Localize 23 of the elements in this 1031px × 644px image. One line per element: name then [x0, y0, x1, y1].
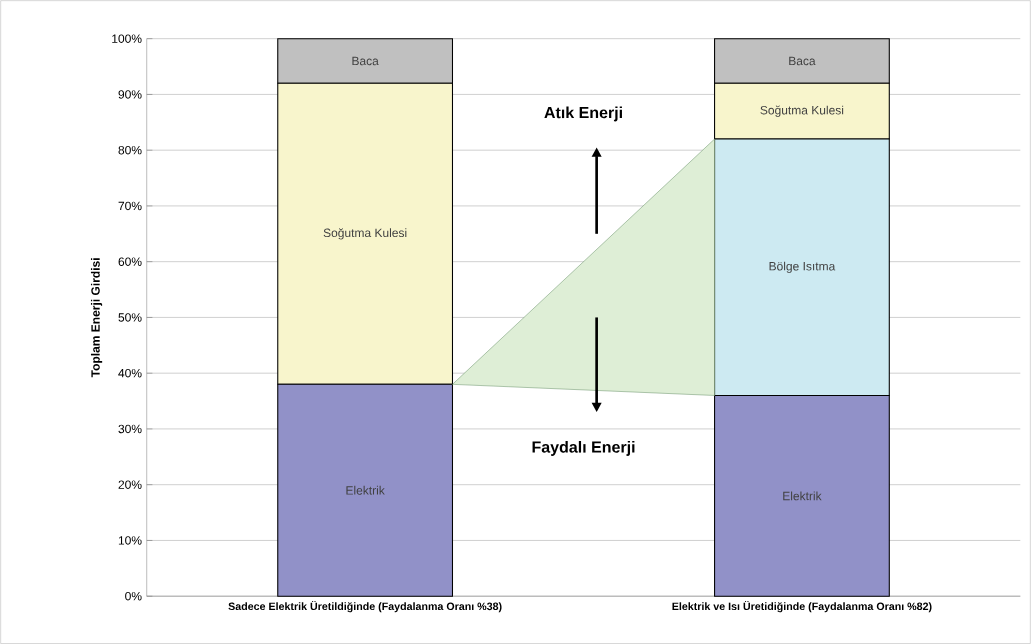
y-axis-title: Toplam Enerji Girdisi — [90, 258, 103, 378]
series-label: Soğutma Kulesi — [760, 105, 844, 117]
x-tick-label: Sadece Elektrik Üretildiğinde (Faydalanma Oranı %38) — [228, 600, 502, 613]
series-label: Elektrik — [783, 491, 822, 501]
y-tick-label: 0% — [125, 591, 142, 601]
y-tick-label: 40% — [118, 368, 142, 378]
text: Soğutma Kulesi — [323, 228, 407, 240]
y-tick-label: 60% — [118, 257, 142, 266]
x-tick-label: Elektrik ve Isı Üretidiğinde (Faydalanma Oranı %82) — [672, 600, 932, 613]
series-label: Bölge Isıtma — [769, 261, 836, 273]
text: Elektrik — [346, 485, 385, 495]
y-tick-label: 80% — [118, 145, 142, 155]
y-tick-label: 90% — [118, 90, 142, 99]
y-tick-label: 20% — [118, 480, 142, 489]
y-tick-label: 50% — [118, 313, 142, 322]
text: Baca — [789, 56, 816, 66]
y-tick-label: 10% — [118, 536, 142, 545]
y-tick-label: 100% — [112, 34, 142, 43]
annotation: Atık Enerji — [544, 106, 622, 122]
series-label: Baca — [352, 56, 379, 66]
annotation: Faydalı Enerji — [532, 440, 635, 456]
y-tick-label: 70% — [118, 201, 142, 211]
y-tick-label: 30% — [118, 424, 142, 434]
